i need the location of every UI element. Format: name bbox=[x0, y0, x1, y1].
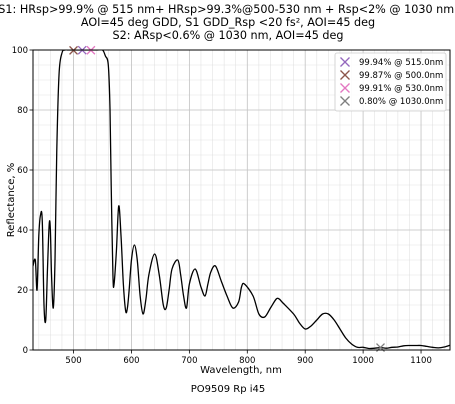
y-tick-label: 40 bbox=[17, 226, 28, 236]
chart-title: S1: HRsp>99.9% @ 515 nm+ HRsp>99.3%@500-… bbox=[0, 3, 455, 42]
y-axis-label: Reflectance, % bbox=[6, 163, 17, 238]
legend-label: 99.87% @ 500.0nm bbox=[359, 71, 443, 81]
x-tick-label: 700 bbox=[181, 356, 197, 366]
title-line-1: S1: HRsp>99.9% @ 515 nm+ HRsp>99.3%@500-… bbox=[0, 3, 455, 16]
legend-marker bbox=[340, 96, 350, 106]
legend-marker bbox=[340, 83, 350, 93]
legend-label: 99.94% @ 515.0nm bbox=[359, 58, 443, 68]
x-tick-label: 900 bbox=[297, 356, 313, 366]
figure-caption: PO9509 Rp i45 bbox=[191, 384, 266, 395]
legend-label: 99.91% @ 530.0nm bbox=[359, 84, 443, 94]
plot-frame bbox=[32, 49, 451, 351]
title-line-2: AOI=45 deg GDD, S1 GDD_Rsp <20 fs², AOI=… bbox=[81, 16, 375, 29]
x-tick-label: 800 bbox=[239, 356, 255, 366]
x-axis-label: Wavelength, nm bbox=[200, 365, 282, 376]
curve-group bbox=[33, 50, 450, 350]
y-tick-label: 0 bbox=[23, 346, 28, 356]
legend-label: 0.80% @ 1030.0nm bbox=[359, 97, 443, 107]
reflectance-curve bbox=[33, 50, 450, 350]
y-axis-ticks: 0 20 40 60 80 100 bbox=[12, 46, 33, 356]
x-tick-label: 1000 bbox=[352, 356, 374, 366]
x-axis-ticks: 500 600 700 800 900 1000 1100 bbox=[65, 350, 432, 366]
y-tick-label: 60 bbox=[17, 166, 28, 176]
y-tick-label: 100 bbox=[12, 46, 28, 56]
y-tick-label: 20 bbox=[17, 286, 28, 296]
title-line-3: S2: ARsp<0.6% @ 1030 nm, AOI=45 deg bbox=[113, 29, 344, 42]
y-tick-label: 80 bbox=[17, 106, 28, 116]
legend: 99.94% @ 515.0nm 99.87% @ 500.0nm 99.91% @… bbox=[334, 52, 447, 112]
legend-marker bbox=[340, 70, 350, 80]
x-tick-label: 1100 bbox=[410, 356, 432, 366]
legend-box bbox=[334, 52, 447, 112]
x-tick-label: 600 bbox=[123, 356, 139, 366]
legend-marker bbox=[340, 57, 350, 67]
x-tick-label: 500 bbox=[65, 356, 81, 366]
